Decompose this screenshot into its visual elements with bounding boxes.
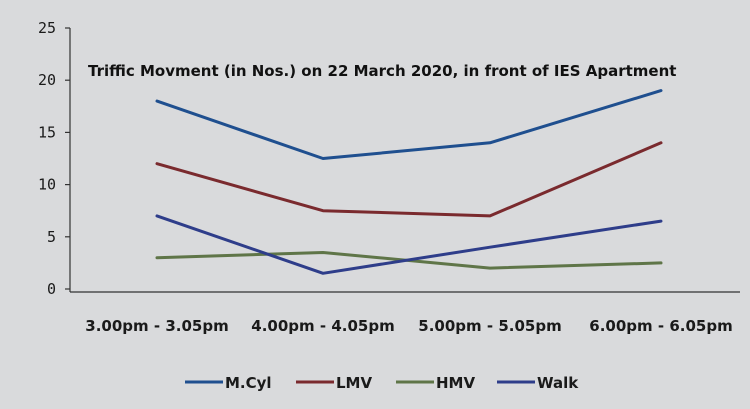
y-tick-label: 20 <box>38 71 56 89</box>
x-tick-label: 3.00pm - 3.05pm <box>85 317 228 335</box>
x-tick-label: 6.00pm - 6.05pm <box>589 317 732 335</box>
x-tick-label: 5.00pm - 5.05pm <box>418 317 561 335</box>
legend-label: LMV <box>336 374 372 392</box>
series-line-lmv <box>155 141 663 218</box>
y-tick-label: 25 <box>38 19 56 37</box>
y-tick-label: 15 <box>38 123 56 141</box>
chart-title: Triffic Movment (in Nos.) on 22 March 20… <box>88 62 676 80</box>
legend-label: M.Cyl <box>225 374 272 392</box>
x-tick-label: 4.00pm - 4.05pm <box>251 317 394 335</box>
legend: M.Cyl LMV HMV Walk <box>185 374 579 392</box>
y-tick-label: 5 <box>47 228 56 246</box>
y-tick-label: 0 <box>47 280 56 298</box>
legend-label: Walk <box>537 374 579 392</box>
series-line-m-cyl <box>155 89 663 160</box>
y-ticks: 0 5 10 15 20 25 <box>38 19 70 298</box>
legend-label: HMV <box>436 374 475 392</box>
x-labels: 3.00pm - 3.05pm 4.00pm - 4.05pm 5.00pm - 5… <box>85 317 732 335</box>
y-tick-label: 10 <box>38 176 56 194</box>
series-lines <box>155 89 663 275</box>
series-line-walk <box>155 214 663 275</box>
